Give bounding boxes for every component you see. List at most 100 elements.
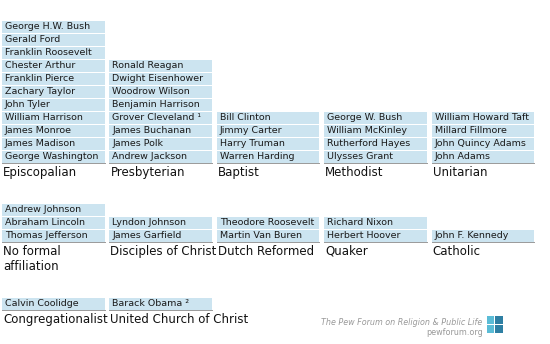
- Text: John Adams: John Adams: [435, 152, 491, 161]
- Text: No formal
affiliation: No formal affiliation: [3, 245, 60, 273]
- Text: Franklin Pierce: Franklin Pierce: [5, 74, 74, 83]
- Text: Grover Cleveland ¹: Grover Cleveland ¹: [112, 113, 201, 122]
- FancyBboxPatch shape: [324, 151, 427, 162]
- FancyBboxPatch shape: [2, 298, 104, 310]
- Text: Franklin Roosevelt: Franklin Roosevelt: [5, 48, 92, 57]
- FancyBboxPatch shape: [324, 229, 427, 241]
- FancyBboxPatch shape: [2, 33, 104, 45]
- Text: Richard Nixon: Richard Nixon: [327, 218, 393, 227]
- FancyBboxPatch shape: [109, 86, 212, 97]
- FancyBboxPatch shape: [2, 98, 104, 110]
- Text: Abraham Lincoln: Abraham Lincoln: [5, 218, 85, 227]
- FancyBboxPatch shape: [109, 73, 212, 85]
- Text: Methodist: Methodist: [326, 166, 384, 179]
- FancyBboxPatch shape: [2, 111, 104, 123]
- Text: Baptist: Baptist: [218, 166, 260, 179]
- Text: Andrew Jackson: Andrew Jackson: [112, 152, 188, 161]
- Text: James Garfield: James Garfield: [112, 231, 182, 240]
- Text: Ronald Reagan: Ronald Reagan: [112, 61, 184, 70]
- FancyBboxPatch shape: [2, 60, 104, 72]
- Text: James Polk: James Polk: [112, 139, 163, 148]
- FancyBboxPatch shape: [487, 325, 494, 333]
- Text: Dwight Eisenhower: Dwight Eisenhower: [112, 74, 204, 83]
- Text: John Quincy Adams: John Quincy Adams: [435, 139, 527, 148]
- Text: Chester Arthur: Chester Arthur: [5, 61, 75, 70]
- Text: Jimmy Carter: Jimmy Carter: [220, 126, 283, 135]
- FancyBboxPatch shape: [324, 111, 427, 123]
- Text: Rutherford Hayes: Rutherford Hayes: [327, 139, 410, 148]
- FancyBboxPatch shape: [109, 98, 212, 110]
- FancyBboxPatch shape: [109, 229, 212, 241]
- FancyBboxPatch shape: [217, 216, 320, 228]
- Text: Calvin Coolidge: Calvin Coolidge: [5, 299, 79, 308]
- FancyBboxPatch shape: [2, 86, 104, 97]
- FancyBboxPatch shape: [432, 151, 535, 162]
- Text: Millard Fillmore: Millard Fillmore: [435, 126, 507, 135]
- FancyBboxPatch shape: [2, 151, 104, 162]
- Text: James Madison: James Madison: [5, 139, 76, 148]
- Text: John F. Kennedy: John F. Kennedy: [435, 231, 509, 240]
- Text: James Buchanan: James Buchanan: [112, 126, 191, 135]
- Text: Quaker: Quaker: [326, 245, 368, 258]
- FancyBboxPatch shape: [2, 204, 104, 215]
- Text: George H.W. Bush: George H.W. Bush: [5, 22, 90, 31]
- FancyBboxPatch shape: [2, 21, 104, 32]
- Text: Martin Van Buren: Martin Van Buren: [220, 231, 302, 240]
- Text: Harry Truman: Harry Truman: [220, 139, 285, 148]
- FancyBboxPatch shape: [109, 138, 212, 150]
- FancyBboxPatch shape: [487, 316, 494, 324]
- Text: Lyndon Johnson: Lyndon Johnson: [112, 218, 186, 227]
- FancyBboxPatch shape: [2, 138, 104, 150]
- Text: Thomas Jefferson: Thomas Jefferson: [5, 231, 87, 240]
- Text: William Howard Taft: William Howard Taft: [435, 113, 529, 122]
- FancyBboxPatch shape: [2, 46, 104, 58]
- FancyBboxPatch shape: [432, 111, 535, 123]
- FancyBboxPatch shape: [109, 216, 212, 228]
- FancyBboxPatch shape: [432, 229, 535, 241]
- FancyBboxPatch shape: [324, 216, 427, 228]
- Text: Disciples of Christ: Disciples of Christ: [111, 245, 217, 258]
- Text: Zachary Taylor: Zachary Taylor: [5, 87, 75, 96]
- FancyBboxPatch shape: [109, 111, 212, 123]
- Text: Benjamin Harrison: Benjamin Harrison: [112, 100, 200, 109]
- Text: Bill Clinton: Bill Clinton: [220, 113, 271, 122]
- Text: James Monroe: James Monroe: [5, 126, 72, 135]
- FancyBboxPatch shape: [109, 298, 212, 310]
- Text: Herbert Hoover: Herbert Hoover: [327, 231, 401, 240]
- FancyBboxPatch shape: [2, 229, 104, 241]
- Text: Congregationalist: Congregationalist: [3, 313, 108, 326]
- Text: William Harrison: William Harrison: [5, 113, 82, 122]
- Text: Presbyterian: Presbyterian: [111, 166, 185, 179]
- Text: The Pew Forum on Religion & Public Life: The Pew Forum on Religion & Public Life: [321, 318, 483, 327]
- FancyBboxPatch shape: [496, 325, 503, 333]
- Text: Theodore Roosevelt: Theodore Roosevelt: [220, 218, 314, 227]
- FancyBboxPatch shape: [217, 151, 320, 162]
- FancyBboxPatch shape: [2, 73, 104, 85]
- Text: George Washington: George Washington: [5, 152, 98, 161]
- FancyBboxPatch shape: [109, 151, 212, 162]
- FancyBboxPatch shape: [109, 125, 212, 137]
- FancyBboxPatch shape: [217, 229, 320, 241]
- FancyBboxPatch shape: [432, 138, 535, 150]
- Text: Andrew Johnson: Andrew Johnson: [5, 205, 81, 214]
- FancyBboxPatch shape: [217, 111, 320, 123]
- FancyBboxPatch shape: [324, 138, 427, 150]
- Text: Unitarian: Unitarian: [433, 166, 487, 179]
- Text: John Tyler: John Tyler: [5, 100, 51, 109]
- FancyBboxPatch shape: [324, 125, 427, 137]
- Text: Episcopalian: Episcopalian: [3, 166, 77, 179]
- FancyBboxPatch shape: [432, 125, 535, 137]
- FancyBboxPatch shape: [217, 138, 320, 150]
- Text: Warren Harding: Warren Harding: [220, 152, 294, 161]
- Text: Dutch Reformed: Dutch Reformed: [218, 245, 314, 258]
- Text: William McKinley: William McKinley: [327, 126, 408, 135]
- FancyBboxPatch shape: [109, 60, 212, 72]
- FancyBboxPatch shape: [2, 125, 104, 137]
- FancyBboxPatch shape: [496, 316, 503, 324]
- Text: Catholic: Catholic: [433, 245, 481, 258]
- Text: Gerald Ford: Gerald Ford: [5, 35, 60, 44]
- Text: Woodrow Wilson: Woodrow Wilson: [112, 87, 190, 96]
- Text: Ulysses Grant: Ulysses Grant: [327, 152, 393, 161]
- FancyBboxPatch shape: [2, 216, 104, 228]
- Text: United Church of Christ: United Church of Christ: [111, 313, 249, 326]
